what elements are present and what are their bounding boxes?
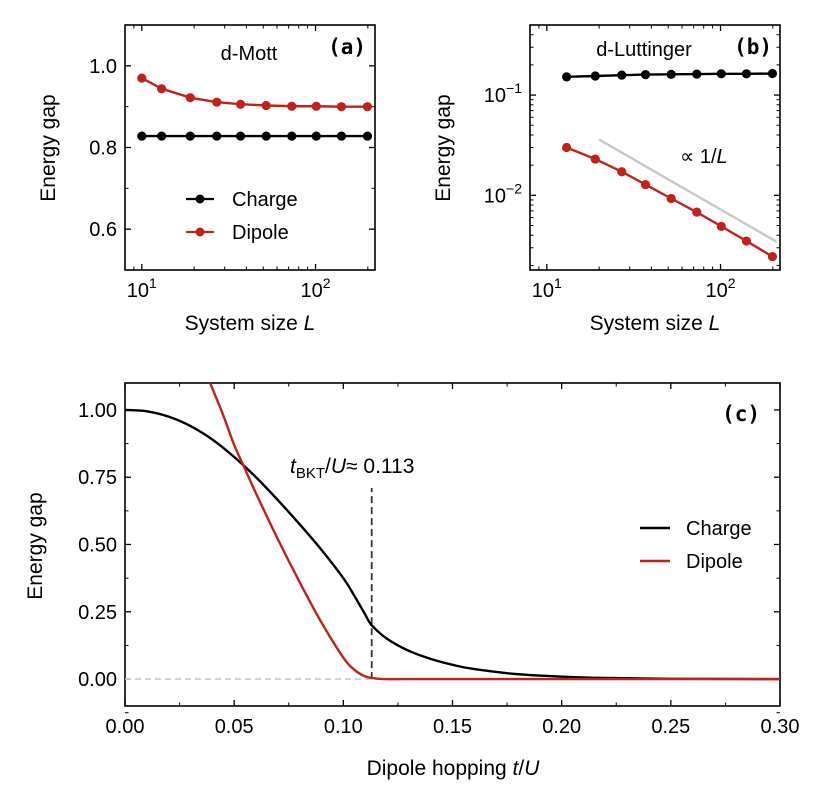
panel-b-series-dipole-point-0 xyxy=(562,142,572,153)
panel-a-series-charge-point-8 xyxy=(336,131,347,141)
panel-b-series xyxy=(562,68,778,262)
panel-a-xlabel: System size L xyxy=(185,312,316,335)
panel-a-ytick-label-1: 0.8 xyxy=(89,138,117,160)
panel-b-ytick-label-1: 10−1 xyxy=(484,80,522,107)
panel-a-series-dipole-point-4 xyxy=(235,99,246,109)
panel-b-label: (b) xyxy=(734,35,772,59)
panel-a-series-charge-point-4 xyxy=(235,131,246,141)
panel-b-series-charge-point-2 xyxy=(617,70,627,80)
panel-c-ytick-label-3: 0.75 xyxy=(78,467,117,489)
panel-b-series-charge-point-4 xyxy=(666,69,676,79)
panel-a-series-dipole-point-9 xyxy=(362,102,373,112)
panel-b: 101 102 10−2 10−1 d-Luttinger (b) ∝ 1/L Ene… xyxy=(432,24,781,335)
panel-b-series-charge-point-8 xyxy=(767,68,778,79)
panel-b-series-dipole-point-3 xyxy=(640,179,651,190)
panel-a-xtick-label-1: 102 xyxy=(301,275,331,302)
panel-c-ytick-label-4: 1.00 xyxy=(78,400,117,422)
panel-b-title: d-Luttinger xyxy=(596,39,692,61)
panel-a-series-charge-point-7 xyxy=(311,131,321,141)
panel-c-legend: Charge Dipole xyxy=(640,518,752,573)
panel-b-ticks: 101 102 10−2 10−1 xyxy=(484,25,780,302)
panel-a-series-charge-point-2 xyxy=(185,131,195,141)
panel-b-series-dipole-point-8 xyxy=(767,251,778,262)
panel-b-series-dipole-point-4 xyxy=(666,193,676,204)
panel-c-xlabel: Dipole hopping t/U xyxy=(367,757,541,780)
panel-b-series-charge-point-6 xyxy=(716,69,726,79)
panel-a-series-dipole-point-5 xyxy=(261,100,271,111)
panel-a-ytick-label-2: 1.0 xyxy=(89,56,117,78)
panel-b-series-charge-point-0 xyxy=(562,72,572,82)
panel-c-vline-label: tBKT/U≈ 0.113 xyxy=(290,455,414,482)
legend-a-dipole-marker xyxy=(195,227,205,237)
panel-b-xlabel: System size L xyxy=(590,312,721,335)
panel-b-series-charge-point-5 xyxy=(692,69,702,79)
legend-a-dipole-label: Dipole xyxy=(232,222,289,244)
panel-c-xtick-label-5: 0.25 xyxy=(651,716,690,738)
legend-c-charge-label: Charge xyxy=(686,518,752,540)
panel-a-ytick-label-0: 0.6 xyxy=(89,219,117,241)
panel-c-xtick-label-2: 0.10 xyxy=(324,716,363,738)
panel-c-ylabel: Energy gap xyxy=(24,492,47,599)
panel-b-series-dipole-point-6 xyxy=(716,221,726,231)
panel-b-xtick-label-0: 101 xyxy=(532,275,562,302)
panel-a-series-charge-point-5 xyxy=(261,131,271,141)
panel-b-xtick-label-1: 102 xyxy=(706,275,736,302)
panel-a-series-dipole-point-1 xyxy=(157,84,167,94)
panel-b-series-charge-point-1 xyxy=(590,71,600,81)
panel-a-series-charge-point-9 xyxy=(362,131,373,141)
panel-c-ytick-label-0: 0.00 xyxy=(78,669,117,691)
panel-b-series-dipole-point-5 xyxy=(692,207,702,217)
panel-b-series-charge-point-3 xyxy=(640,70,651,80)
panel-a-series-dipole-point-8 xyxy=(336,102,347,112)
panel-a-series-dipole-point-7 xyxy=(311,101,321,111)
panel-a-series-dipole-point-0 xyxy=(137,73,147,83)
panel-a-series-charge-point-1 xyxy=(157,131,167,141)
panel-c-ytick-label-2: 0.50 xyxy=(78,535,117,557)
panel-c-xtick-label-6: 0.30 xyxy=(761,716,800,738)
panel-a-xtick-label-0: 101 xyxy=(127,275,157,302)
panel-a-series-dipole-line xyxy=(141,77,368,108)
panel-c-xtick-label-0: 0.00 xyxy=(106,716,145,738)
panel-c-xtick-label-1: 0.05 xyxy=(215,716,254,738)
panel-c-frame xyxy=(124,382,781,707)
panel-c: 0.00 0.05 0.10 0.15 0.20 0.25 0.30 0.00 0.25 0.50… xyxy=(24,382,799,780)
panel-c-xtick-label-4: 0.20 xyxy=(542,716,581,738)
panel-a-series-charge-point-3 xyxy=(212,131,222,141)
panel-b-series-dipole-point-7 xyxy=(741,236,752,246)
panel-b-series-dipole-point-1 xyxy=(590,154,600,164)
panel-a-ylabel: Energy gap xyxy=(37,94,60,201)
panel-c-ytick-label-1: 0.25 xyxy=(78,602,117,624)
panel-c-series xyxy=(125,383,780,681)
panel-b-series-dipole-point-2 xyxy=(617,167,627,177)
panel-a: 101 102 0.6 0.8 1.0 d-Mott (a) Charge Dipole… xyxy=(37,24,376,335)
panel-c-series-charge-line xyxy=(125,408,780,681)
panel-a-legend: Charge Dipole xyxy=(186,189,298,244)
panel-c-ticks: 0.00 0.05 0.10 0.15 0.20 0.25 0.30 0.00 0.25 0.50… xyxy=(78,383,799,738)
panel-b-series-1-l-guide-line xyxy=(598,138,778,243)
panel-c-xtick-label-3: 0.15 xyxy=(433,716,472,738)
panel-a-label: (a) xyxy=(328,35,366,59)
panel-c-series-dipole-line xyxy=(209,383,780,681)
panel-a-title: d-Mott xyxy=(221,43,278,65)
panel-b-ytick-label-0: 10−2 xyxy=(484,180,522,207)
panel-b-annotation: ∝ 1/L xyxy=(680,146,728,168)
legend-a-charge-marker xyxy=(195,194,205,204)
panel-c-label: (c) xyxy=(722,402,760,426)
legend-c-dipole-label: Dipole xyxy=(686,551,743,573)
panel-a-series-dipole-point-2 xyxy=(185,93,195,103)
panel-a-series-dipole-point-3 xyxy=(212,97,222,107)
panel-a-series-charge-point-6 xyxy=(287,131,297,141)
panel-b-series-charge-point-7 xyxy=(741,69,752,79)
legend-a-charge-label: Charge xyxy=(232,189,298,211)
panel-c-guides xyxy=(125,487,373,680)
panel-a-series-charge-point-0 xyxy=(137,131,147,141)
panel-b-ylabel: Energy gap xyxy=(432,94,455,201)
panel-a-series xyxy=(137,73,373,141)
panel-a-series-dipole-point-6 xyxy=(287,101,297,111)
panel-a-ticks: 101 102 0.6 0.8 1.0 xyxy=(89,24,375,302)
